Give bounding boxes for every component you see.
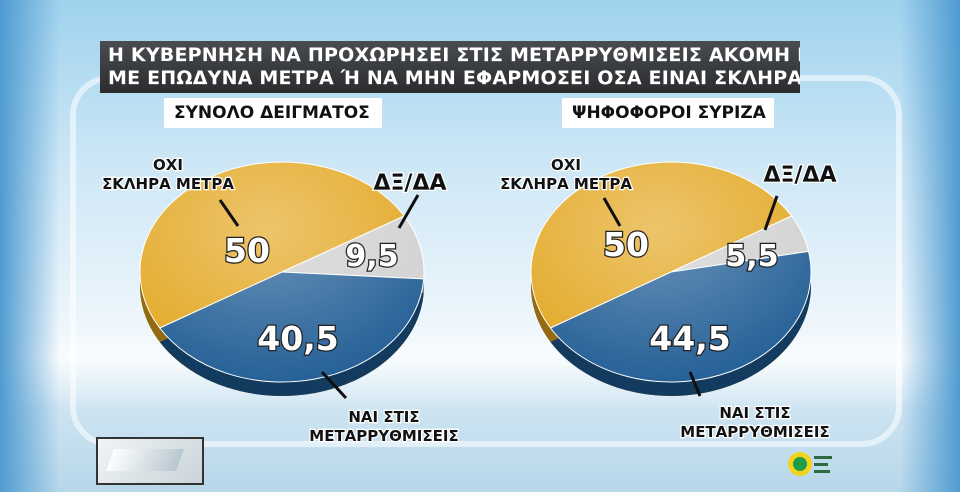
pie-syriza-label-no_hard_measures-line-1: ΟΧΙ [551, 156, 581, 174]
pie-syriza-label-yes_reforms-line-1: ΝΑΙ ΣΤΙΣ [719, 404, 790, 422]
pie-total-label-yes_reforms-line-2: ΜΕΤΑΡΡΥΘΜΙΣΕΙΣ [309, 427, 458, 445]
pie-total-shine [140, 162, 424, 382]
pie-total-value-no_hard_measures: 50 [224, 231, 270, 270]
pie-syriza-label-no_hard_measures-line-2: ΣΚΛΗΡΑ ΜΕΤΡΑ [500, 175, 632, 193]
question-banner: Η ΚΥΒΕΡΝΗΣΗ ΝΑ ΠΡΟΧΩΡΗΣΕΙ ΣΤΙΣ ΜΕΤΑΡΡΥΘΜ… [100, 41, 800, 93]
pie-syriza-leader-no_hard_measures [602, 197, 622, 227]
pie-total-leader-dk_na [397, 194, 420, 229]
channel-logo-glint [105, 449, 185, 471]
pie-syriza-label-yes_reforms-line-2: ΜΕΤΑΡΡΥΘΜΙΣΕΙΣ [680, 423, 829, 441]
pie-syriza-shine [531, 162, 811, 382]
pie-syriza-value-yes_reforms: 44,5 [649, 319, 730, 358]
question-line-1: Η ΚΥΒΕΡΝΗΣΗ ΝΑ ΠΡΟΧΩΡΗΣΕΙ ΣΤΙΣ ΜΕΤΑΡΡΥΘΜ… [108, 44, 800, 66]
pie-total-label-yes_reforms-line-1: ΝΑΙ ΣΤΙΣ [348, 408, 419, 426]
pie-total-label-no_hard_measures-line-2: ΣΚΛΗΡΑ ΜΕΤΡΑ [102, 175, 234, 193]
pie-total-leader-no_hard_measures [218, 199, 240, 227]
studio-background-left [0, 0, 60, 492]
pie-total-value-dk_na: 9,5 [345, 239, 398, 274]
pie-syriza-leader-dk_na [763, 195, 779, 231]
pie-total-label-dk_na-line-1: ΔΞ/ΔΑ [373, 171, 446, 196]
pie-syriza-value-no_hard_measures: 50 [603, 225, 649, 264]
pie-total-value-yes_reforms: 40,5 [257, 319, 338, 358]
pollster-logo-icon [788, 452, 832, 476]
chart-title-syriza-voters: ΨΗΦΟΦΟΡΟΙ ΣΥΡΙΖΑ [562, 98, 774, 128]
chart-title-total-sample: ΣΥΝΟΛΟ ΔΕΙΓΜΑΤΟΣ [164, 98, 382, 128]
pie-total-leader-yes_reforms [320, 370, 348, 400]
pie-total-label-no_hard_measures-line-1: ΟΧΙ [153, 156, 183, 174]
channel-logo-tile [96, 437, 204, 485]
pie-syriza-leader-yes_reforms [688, 371, 702, 397]
pie-syriza-label-dk_na-line-1: ΔΞ/ΔΑ [763, 163, 836, 188]
pie-syriza-value-dk_na: 5,5 [725, 239, 778, 274]
question-line-2: ΜΕ ΕΠΩΔΥΝΑ ΜΕΤΡΑ Ή ΝΑ ΜΗΝ ΕΦΑΡΜΟΣΕΙ ΟΣΑ … [108, 67, 800, 89]
